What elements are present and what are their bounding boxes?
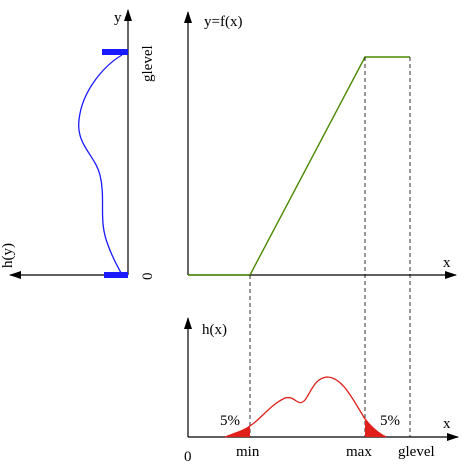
glevel-label: glevel bbox=[140, 45, 156, 82]
axis-label: h(y) bbox=[0, 243, 16, 268]
percent-label: 5% bbox=[220, 413, 240, 429]
mapping-line bbox=[188, 56, 410, 276]
panel-title: h(x) bbox=[202, 322, 227, 338]
percent-label: 5% bbox=[380, 413, 400, 429]
panel-title: y=f(x) bbox=[204, 14, 242, 30]
min-label: min bbox=[236, 444, 260, 460]
histogram-curve bbox=[78, 54, 123, 276]
glevel-label: glevel bbox=[398, 444, 435, 460]
tail-area bbox=[365, 419, 386, 437]
histogram-curve bbox=[224, 376, 387, 438]
glevel-bar bbox=[102, 49, 128, 55]
zero-label: 0 bbox=[140, 273, 156, 281]
zero-bar bbox=[104, 272, 128, 278]
tail-area bbox=[225, 426, 250, 437]
axis-label: x bbox=[443, 255, 451, 271]
axis-label: x bbox=[443, 416, 451, 432]
max-label: max bbox=[346, 444, 372, 460]
origin-label: 0 bbox=[184, 449, 192, 465]
axis-label: y bbox=[114, 10, 122, 26]
